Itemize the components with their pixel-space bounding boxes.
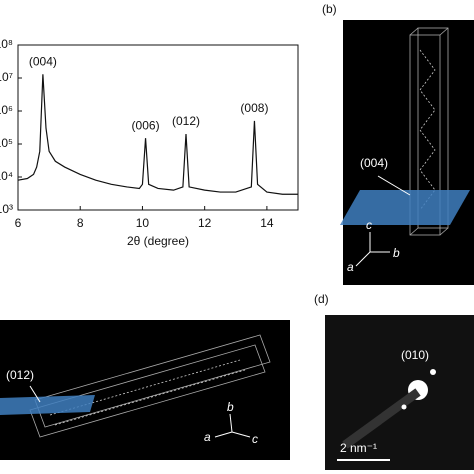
y-tick-label: 10³	[0, 202, 13, 216]
lattice-plane	[340, 190, 470, 225]
x-tick-label: 10	[136, 216, 150, 230]
peak-label: (008)	[240, 101, 268, 115]
plot-frame	[17, 44, 299, 211]
pointer	[377, 175, 411, 196]
diffraction-spot	[401, 404, 407, 410]
axis-label: c	[252, 432, 258, 446]
panel-label: (d)	[314, 292, 329, 306]
peak-label: (006)	[132, 118, 160, 132]
peak-label: (004)	[29, 54, 57, 68]
x-tick-label: 12	[198, 216, 212, 230]
y-tick-label: 10⁴	[0, 169, 13, 183]
lattice-plane	[0, 395, 95, 415]
y-tick-label: 10⁸	[0, 37, 13, 51]
scale-label: 2 nm⁻¹	[340, 441, 377, 455]
axis-arrows	[355, 232, 390, 267]
axis-label: a	[204, 430, 211, 444]
panel-b-image	[343, 20, 474, 285]
axis-label: b	[227, 400, 234, 414]
y-tick-label: 10⁵	[0, 136, 13, 150]
plane-label: (012)	[6, 368, 34, 382]
spot-label: (010)	[401, 348, 429, 362]
y-tick-label: 10⁶	[0, 103, 13, 117]
crystal-cell	[409, 27, 449, 236]
axis-arrows	[214, 413, 251, 438]
axis-label: b	[393, 246, 400, 260]
panel-c-image	[0, 320, 290, 460]
x-tick-label: 8	[77, 216, 84, 230]
axis-label: a	[347, 260, 354, 274]
pointer	[29, 385, 41, 403]
y-tick-label: 10⁷	[0, 70, 13, 84]
axis-label: c	[366, 218, 372, 232]
x-tick-label: 6	[15, 216, 22, 230]
plane-label: (004)	[360, 156, 388, 170]
beam-stop	[342, 388, 421, 449]
panel-label: (b)	[322, 2, 337, 16]
x-tick-label: 14	[260, 216, 274, 230]
data-line	[17, 74, 298, 195]
x-axis-label: 2θ (degree)	[127, 234, 189, 248]
diffraction-spot	[430, 369, 436, 375]
peak-label: (012)	[172, 114, 200, 128]
